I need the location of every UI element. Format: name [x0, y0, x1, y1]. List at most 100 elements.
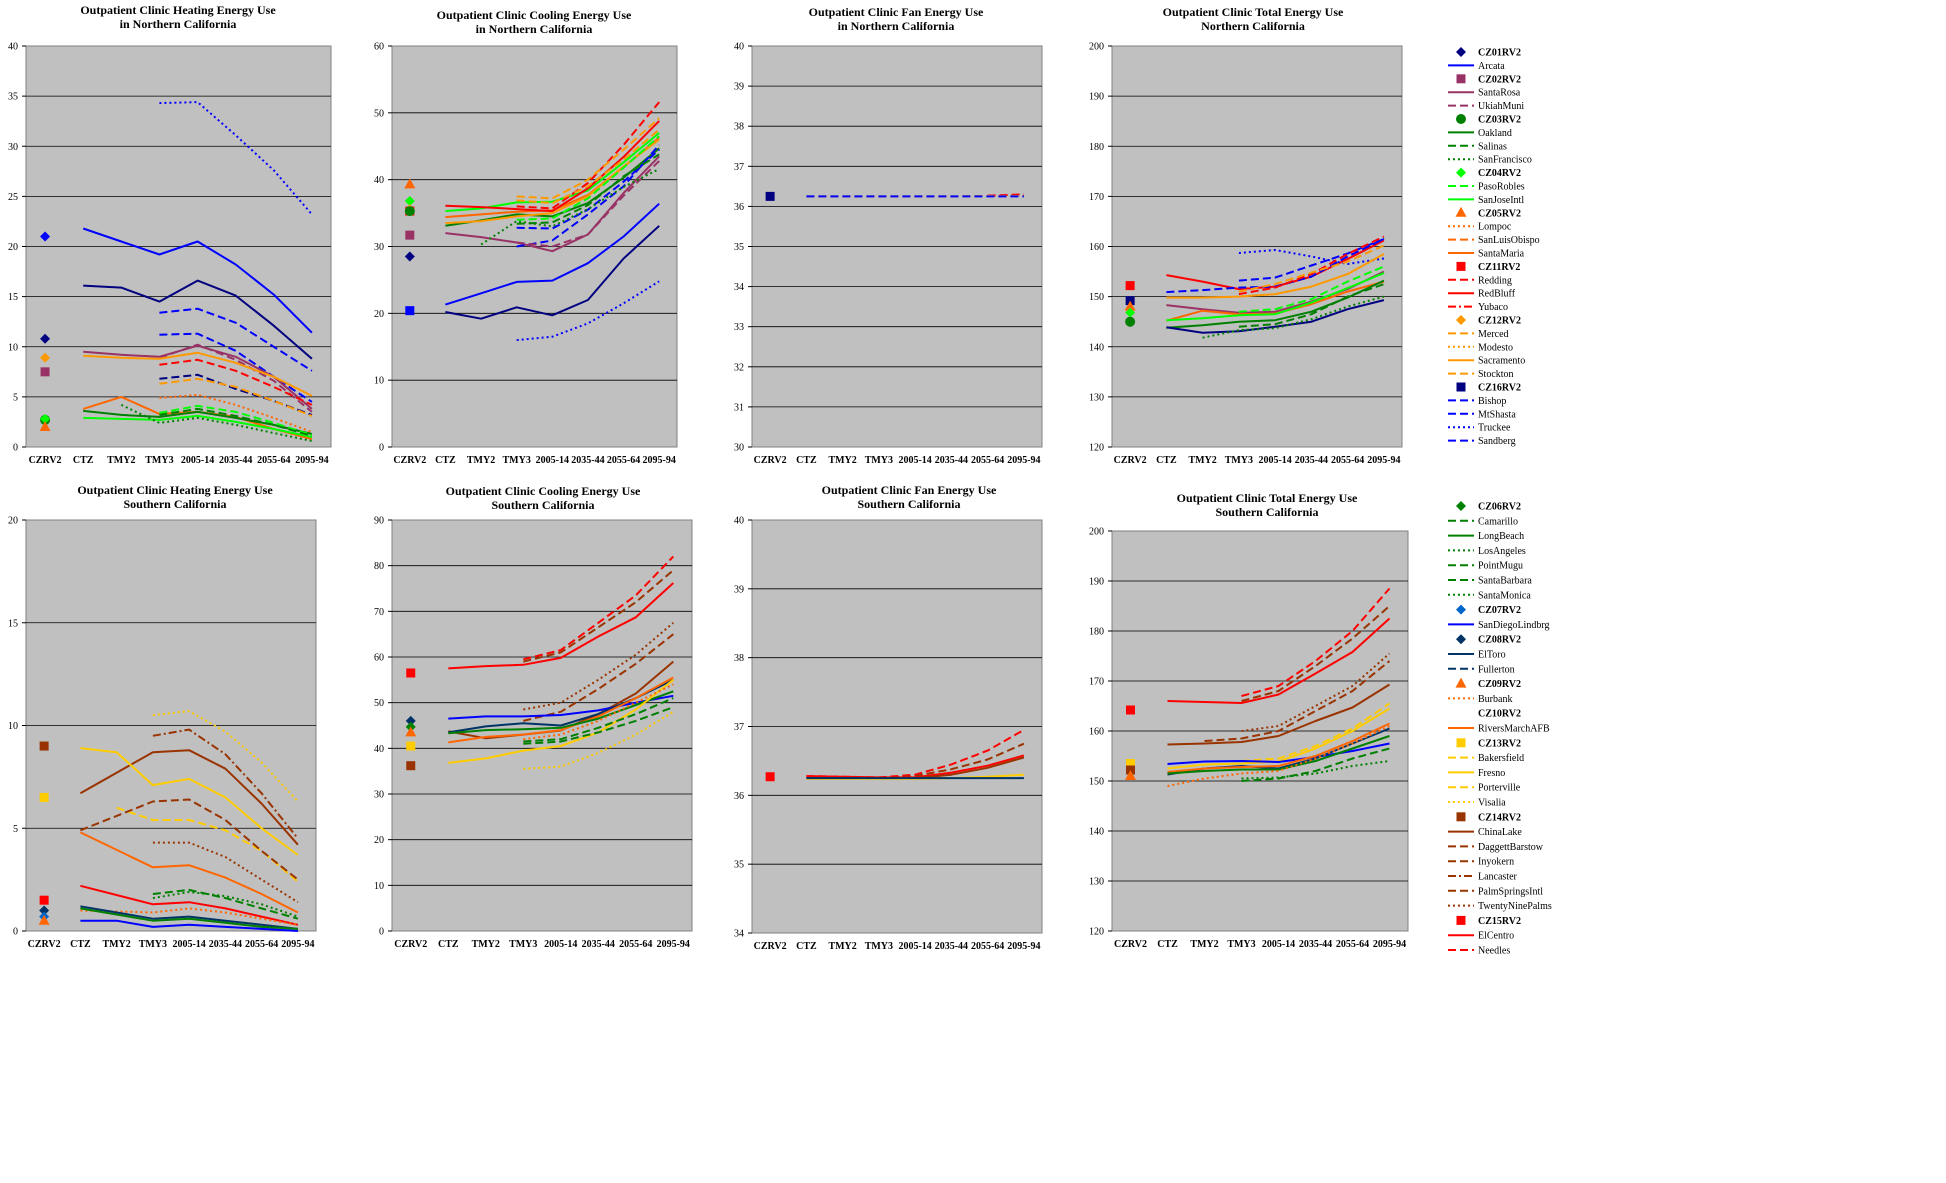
data-point-CZ05RV2 [404, 178, 416, 189]
y-tick-label: 60 [374, 42, 384, 53]
legend-item: Inyokern [1478, 857, 1514, 868]
legend-item: Bishop [1478, 396, 1506, 407]
legend-item: Salinas [1478, 141, 1507, 152]
series-line-CZ16 line [83, 279, 313, 360]
series-line-Burbank [1167, 725, 1390, 787]
legend-item: PointMugu [1478, 561, 1523, 572]
y-tick-label: 40 [374, 175, 384, 186]
legend-item: SantaMonica [1478, 590, 1531, 601]
legend-item: Sandberg [1478, 436, 1516, 447]
legend-head: CZ14RV2 [1478, 812, 1521, 823]
legend-item: Camarillo [1478, 516, 1518, 527]
series-line-Fresno [448, 679, 674, 764]
series-line-CZ16 line [1166, 299, 1385, 334]
x-tick-label: 2035-44 [935, 941, 968, 952]
chart-subtitle: in Northern California [120, 17, 237, 31]
data-point-CZ05RV2 [1124, 300, 1136, 311]
x-tick-label: 2095-94 [657, 939, 690, 950]
y-tick-label: 37 [734, 722, 744, 733]
y-tick-label: 35 [8, 92, 18, 103]
x-tick-label: CTZ [796, 941, 817, 952]
legend-item: Lompoc [1478, 222, 1512, 233]
data-point-CZ08RV2 [405, 715, 416, 726]
y-tick-label: 33 [734, 322, 744, 333]
y-tick-label: 34 [734, 929, 744, 940]
x-tick-label: 2005-14 [544, 939, 577, 950]
legend-marker-CZ01RV2 [1456, 47, 1466, 57]
data-point-CZ03RV2 [1125, 316, 1136, 327]
legend-marker-CZ16RV2 [1456, 382, 1466, 392]
x-tick-label: 2095-94 [295, 455, 328, 466]
chart-title: Outpatient Clinic Total Energy Use [1163, 5, 1344, 19]
legend-item: Merced [1478, 329, 1509, 340]
series-line-SanDiegoLindbrg [448, 694, 674, 720]
series-line-SantaRosa [445, 155, 660, 253]
series-line-LongBeach [80, 907, 298, 930]
y-tick-label: 120 [1089, 927, 1104, 938]
series-line-DaggettBarstow [80, 798, 299, 881]
chart-panel-7: Outpatient Clinic Total Energy UseSouthe… [1089, 491, 1409, 950]
legend-head: CZ06RV2 [1478, 502, 1521, 513]
legend-item: Lancaster [1478, 872, 1518, 883]
series-line-Lompoc [159, 393, 313, 433]
series-line-SanDiegoLindbrg [1167, 742, 1390, 765]
y-tick-label: 34 [734, 282, 744, 293]
series-line-TwentyNinePalms [152, 841, 299, 904]
y-tick-label: 200 [1089, 42, 1104, 53]
series-line-Stockton [1238, 244, 1385, 293]
chart-title: Outpatient Clinic Total Energy Use [1177, 491, 1358, 505]
data-point-CZ12RV2 [40, 352, 51, 363]
data-point-CZ13RV2 [1126, 759, 1135, 768]
y-tick-label: 15 [8, 292, 18, 303]
chart-subtitle: Southern California [1215, 505, 1318, 519]
plot-area [391, 519, 693, 932]
legend-item: Yubaco [1478, 302, 1508, 313]
series-line-Burbank [80, 907, 299, 926]
series-line-ElCentro [80, 884, 299, 926]
y-tick-label: 10 [8, 342, 18, 353]
chart-subtitle: in Northern California [476, 22, 593, 36]
legend-marker-CZ05RV2 [1455, 206, 1467, 217]
y-tick-label: 120 [1089, 443, 1104, 454]
legend-marker-CZ06RV2 [1456, 501, 1466, 511]
y-tick-label: 5 [13, 824, 18, 835]
chart-title: Outpatient Clinic Fan Energy Use [822, 483, 997, 497]
y-tick-label: 40 [8, 42, 18, 53]
y-tick-label: 30 [374, 242, 384, 253]
data-point-CZ14RV2 [39, 741, 49, 751]
legend-item: RiversMarchAFB [1478, 724, 1550, 735]
legend-item: SanJoseIntl [1478, 195, 1524, 206]
x-tick-label: 2005-14 [898, 455, 931, 466]
legend-marker-CZ02RV2 [1456, 74, 1466, 84]
legend-item: Stockton [1478, 369, 1514, 380]
data-point-CZ15RV2 [1126, 705, 1135, 715]
legend-marker-CZ11RV2 [1456, 261, 1466, 271]
legend-head: CZ01RV2 [1478, 48, 1521, 59]
x-tick-label: TMY2 [828, 455, 856, 466]
x-tick-label: 2005-14 [898, 941, 931, 952]
x-tick-label: 2055-64 [257, 455, 290, 466]
legend-item: PalmSpringsIntl [1478, 886, 1543, 897]
x-tick-label: CZRV2 [1114, 455, 1147, 466]
y-tick-label: 150 [1089, 292, 1104, 303]
y-tick-label: 10 [8, 721, 18, 732]
legend-head: CZ03RV2 [1478, 115, 1521, 126]
legend-marker-CZ14RV2 [1456, 812, 1466, 822]
x-tick-label: 2005-14 [172, 939, 205, 950]
legend-head: CZ13RV2 [1478, 738, 1521, 749]
x-tick-label: CTZ [70, 939, 91, 950]
legend-item: Arcata [1478, 61, 1505, 72]
series-line-RiversMarchAFB [1167, 722, 1390, 773]
legend-item: SantaMaria [1478, 249, 1525, 260]
y-tick-label: 130 [1089, 877, 1104, 888]
series-line-Sandberg [159, 373, 313, 416]
x-tick-label: 2005-14 [536, 455, 569, 466]
data-point-CZ09RV2 [1125, 770, 1136, 780]
legend-item: Visalia [1478, 798, 1506, 809]
chart-subtitle: in Northern California [838, 19, 955, 33]
series-line-ElCentro [448, 582, 674, 670]
legend-item: TwentyNinePalms [1478, 901, 1552, 912]
